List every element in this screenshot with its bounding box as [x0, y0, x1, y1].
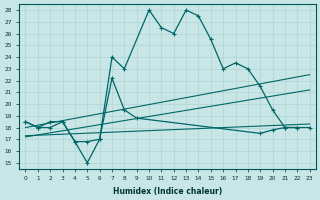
- X-axis label: Humidex (Indice chaleur): Humidex (Indice chaleur): [113, 187, 222, 196]
